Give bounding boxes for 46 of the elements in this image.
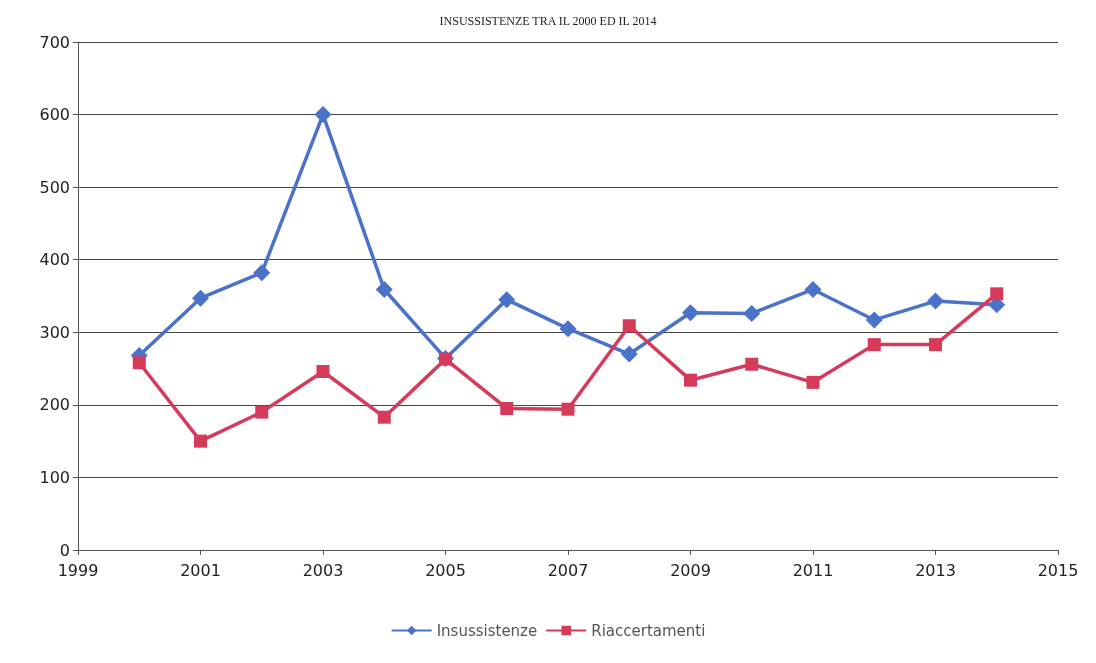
- point: [682, 304, 699, 322]
- point: [377, 410, 391, 424]
- point: [561, 402, 575, 416]
- point: [316, 364, 330, 378]
- legend-label: Insussistenze: [436, 621, 538, 640]
- x-tick-label: 2013: [915, 560, 956, 580]
- point: [929, 338, 942, 352]
- point: [253, 264, 271, 282]
- y-tick-label: 200: [39, 395, 70, 415]
- y-tick-label: 500: [39, 177, 70, 197]
- x-tick-label: 2005: [425, 560, 466, 580]
- point: [865, 311, 883, 329]
- point: [622, 319, 636, 333]
- y-tick-label: 400: [39, 250, 70, 270]
- y-tick-label: 100: [39, 467, 70, 487]
- point: [192, 289, 209, 307]
- point: [806, 375, 820, 389]
- point: [500, 401, 514, 415]
- x-tick-label: 2015: [1037, 560, 1079, 580]
- point: [743, 304, 761, 322]
- x-tick-label: 2011: [792, 560, 834, 580]
- point: [684, 373, 697, 387]
- point: [255, 405, 269, 419]
- point: [314, 106, 332, 124]
- point: [927, 292, 944, 310]
- point: [132, 356, 146, 370]
- x-tick-label: 2001: [180, 560, 221, 580]
- y-tick-label: 0: [59, 540, 70, 560]
- point: [745, 357, 759, 371]
- x-tick-label: 1999: [57, 560, 99, 580]
- y-tick-label: 700: [39, 32, 70, 52]
- x-tick-label: 2003: [302, 560, 344, 580]
- x-tick-label: 2007: [547, 560, 589, 580]
- point: [498, 291, 516, 309]
- point: [867, 338, 881, 352]
- point: [990, 287, 1004, 301]
- x-tick-label: 2009: [670, 560, 711, 580]
- legend-label: Riaccertamenti: [591, 621, 706, 640]
- point: [620, 345, 638, 363]
- y-tick-label: 300: [39, 322, 70, 342]
- point: [375, 280, 393, 298]
- point: [559, 320, 577, 338]
- point: [194, 434, 207, 448]
- point: [804, 280, 822, 298]
- chart-title: INSUSSISTENZE TRA IL 2000 ED IL 2014: [439, 14, 657, 28]
- y-tick-label: 600: [39, 105, 70, 125]
